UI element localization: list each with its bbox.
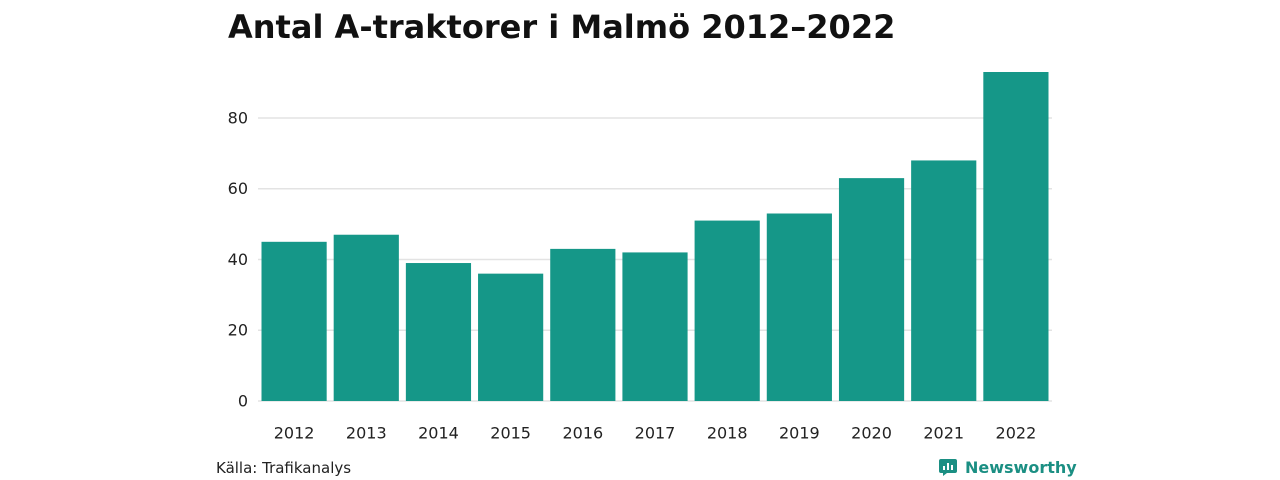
y-axis-ticks: 0 20 40 60 80 <box>228 108 248 410</box>
x-tick-label: 2022 <box>996 424 1037 443</box>
bar-2020 <box>838 178 905 401</box>
y-tick-label: 60 <box>228 179 248 198</box>
bar-2019 <box>766 213 832 401</box>
y-tick-label: 80 <box>228 108 248 127</box>
bar-2021 <box>911 160 977 401</box>
x-tick-label: 2018 <box>707 424 748 443</box>
x-axis-ticks: 2012 2013 2014 2015 2016 2017 2018 2019 2020 2021… <box>274 424 1037 443</box>
bars <box>261 72 1049 401</box>
bar-2013 <box>333 234 399 401</box>
bar-2014 <box>405 263 472 401</box>
y-tick-label: 40 <box>228 250 248 269</box>
bar-2016 <box>550 248 616 401</box>
bar-2018 <box>694 220 760 401</box>
source-note: Källa: Trafikanalys <box>216 459 352 477</box>
bar-2022 <box>983 72 1049 401</box>
x-tick-label: 2012 <box>274 424 315 443</box>
bar-2015 <box>478 273 544 401</box>
bar-2012 <box>261 241 327 401</box>
bar-2017 <box>622 252 688 401</box>
x-tick-label: 2014 <box>418 424 459 443</box>
chart-title: Antal A-traktorer i Malmö 2012–2022 <box>228 8 896 46</box>
x-tick-label: 2015 <box>490 424 531 443</box>
x-tick-label: 2019 <box>779 424 820 443</box>
x-tick-label: 2016 <box>562 424 603 443</box>
x-tick-label: 2020 <box>851 424 892 443</box>
brand-logo: Newsworthy <box>938 456 1077 478</box>
newsworthy-logo-icon <box>939 459 957 476</box>
x-tick-label: 2017 <box>635 424 676 443</box>
x-tick-label: 2021 <box>923 424 964 443</box>
y-tick-label: 0 <box>238 392 248 411</box>
y-tick-label: 20 <box>228 321 248 340</box>
x-tick-label: 2013 <box>346 424 387 443</box>
brand-name: Newsworthy <box>965 457 1077 477</box>
